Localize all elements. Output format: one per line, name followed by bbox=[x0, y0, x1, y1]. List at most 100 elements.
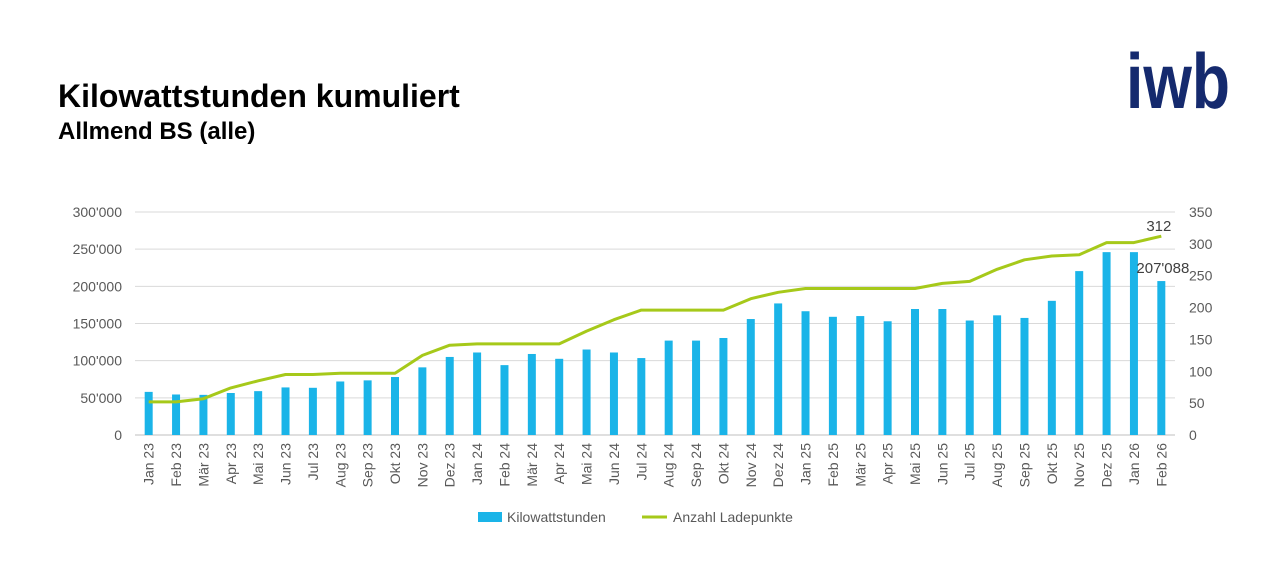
bar bbox=[1020, 317, 1029, 435]
bar bbox=[226, 393, 235, 435]
y-right-tick-label: 0 bbox=[1189, 427, 1197, 443]
x-tick-label: Apr 25 bbox=[880, 443, 896, 484]
y-right-tick-label: 100 bbox=[1189, 363, 1213, 379]
bar bbox=[883, 321, 892, 435]
x-tick-label: Jun 24 bbox=[606, 443, 622, 485]
y-left-tick-label: 300'000 bbox=[73, 204, 123, 220]
iwb-logo: iwb bbox=[1126, 48, 1230, 114]
y-left-tick-label: 50'000 bbox=[80, 390, 122, 406]
logo-text: iwb bbox=[1126, 48, 1230, 114]
x-tick-label: Dez 24 bbox=[770, 443, 786, 488]
line-data-label: 312 bbox=[1146, 218, 1171, 235]
bar bbox=[938, 309, 947, 435]
x-tick-label: Jul 25 bbox=[962, 443, 978, 481]
bar bbox=[993, 315, 1002, 435]
x-tick-label: Okt 23 bbox=[387, 443, 403, 484]
bar bbox=[172, 394, 181, 435]
bar bbox=[801, 311, 810, 435]
bar bbox=[1047, 300, 1056, 435]
x-tick-label: Apr 24 bbox=[551, 443, 567, 484]
x-tick-label: Sep 24 bbox=[688, 443, 704, 488]
bar bbox=[1129, 252, 1138, 435]
y-right-tick-label: 300 bbox=[1189, 236, 1213, 252]
bar bbox=[527, 353, 536, 435]
x-tick-label: Mai 25 bbox=[907, 443, 923, 485]
bar bbox=[144, 391, 153, 435]
bar bbox=[774, 303, 783, 435]
x-tick-label: Sep 23 bbox=[360, 443, 376, 488]
y-left-tick-label: 200'000 bbox=[73, 278, 123, 294]
y-axis-left: 0 50'000 100'000 150'000 200'000 250'000 300'0… bbox=[73, 204, 123, 443]
bar bbox=[828, 316, 837, 435]
bar-series bbox=[144, 252, 1166, 435]
bar bbox=[281, 387, 290, 435]
x-tick-label: Dez 23 bbox=[442, 443, 458, 488]
bar bbox=[1075, 271, 1084, 435]
x-tick-label: Aug 23 bbox=[332, 443, 348, 488]
chart-subtitle: Allmend BS (alle) bbox=[58, 118, 256, 145]
x-tick-label: Nov 23 bbox=[414, 443, 430, 488]
bar bbox=[856, 316, 865, 435]
bar bbox=[664, 340, 673, 435]
x-tick-label: Mär 24 bbox=[524, 443, 540, 487]
x-tick-label: Sep 25 bbox=[1016, 443, 1032, 488]
x-axis: Jan 23 Feb 23 Mär 23 Apr 23 Mai 23 Jun 23 Jul … bbox=[141, 443, 1170, 488]
bar bbox=[637, 358, 646, 435]
y-left-tick-label: 150'000 bbox=[73, 316, 123, 332]
x-tick-label: Mär 25 bbox=[852, 443, 868, 487]
line-path bbox=[148, 234, 1162, 404]
x-tick-label: Okt 25 bbox=[1044, 443, 1060, 484]
bar bbox=[199, 394, 208, 435]
x-tick-label: Dez 25 bbox=[1099, 443, 1115, 488]
y-left-tick-label: 250'000 bbox=[73, 241, 123, 257]
y-axis-right: 0 50 100 150 200 250 300 350 bbox=[1189, 204, 1213, 443]
y-right-tick-label: 350 bbox=[1189, 204, 1213, 220]
legend-bar-swatch bbox=[478, 512, 502, 522]
bar bbox=[500, 365, 509, 435]
y-left-tick-label: 0 bbox=[114, 427, 122, 443]
x-tick-label: Feb 24 bbox=[496, 443, 512, 487]
x-tick-label: Jan 25 bbox=[798, 443, 814, 485]
bar bbox=[418, 367, 427, 435]
gridlines bbox=[135, 211, 1175, 436]
x-tick-label: Feb 25 bbox=[825, 443, 841, 487]
bar bbox=[692, 340, 701, 435]
x-tick-label: Mär 23 bbox=[195, 443, 211, 487]
bar bbox=[911, 309, 919, 435]
x-tick-label: Jan 26 bbox=[1126, 443, 1142, 485]
bar bbox=[336, 381, 345, 435]
line-series bbox=[148, 234, 1162, 404]
chart-title: Kilowattstunden kumuliert bbox=[58, 78, 460, 114]
x-tick-label: Aug 24 bbox=[661, 443, 677, 488]
bar bbox=[363, 380, 372, 435]
x-tick-label: Jun 23 bbox=[278, 443, 294, 485]
data-labels: 207'088 312 bbox=[1136, 218, 1189, 277]
x-tick-label: Jun 25 bbox=[934, 443, 950, 485]
bar bbox=[582, 349, 591, 435]
x-tick-label: Jul 24 bbox=[633, 443, 649, 481]
bar bbox=[391, 377, 399, 435]
x-tick-label: Mai 23 bbox=[250, 443, 266, 485]
bar bbox=[965, 320, 974, 435]
y-right-tick-label: 200 bbox=[1189, 300, 1213, 316]
x-tick-label: Feb 26 bbox=[1153, 443, 1169, 487]
x-tick-label: Aug 25 bbox=[989, 443, 1005, 488]
x-tick-label: Jan 23 bbox=[141, 443, 157, 485]
bar bbox=[609, 352, 618, 435]
bar bbox=[1157, 281, 1166, 435]
legend: Kilowattstunden Anzahl Ladepunkte bbox=[478, 509, 793, 525]
y-right-tick-label: 250 bbox=[1189, 268, 1213, 284]
x-tick-label: Okt 24 bbox=[715, 443, 731, 484]
y-left-tick-label: 100'000 bbox=[73, 353, 123, 369]
x-tick-label: Jan 24 bbox=[469, 443, 485, 485]
x-tick-label: Nov 25 bbox=[1071, 443, 1087, 488]
bar bbox=[254, 391, 263, 435]
y-right-tick-label: 50 bbox=[1189, 395, 1205, 411]
bar-data-label: 207'088 bbox=[1136, 260, 1189, 277]
bar bbox=[746, 319, 755, 435]
x-tick-label: Feb 23 bbox=[168, 443, 184, 487]
bar bbox=[1102, 252, 1111, 435]
legend-label: Anzahl Ladepunkte bbox=[673, 509, 793, 525]
x-tick-label: Jul 23 bbox=[305, 443, 321, 481]
